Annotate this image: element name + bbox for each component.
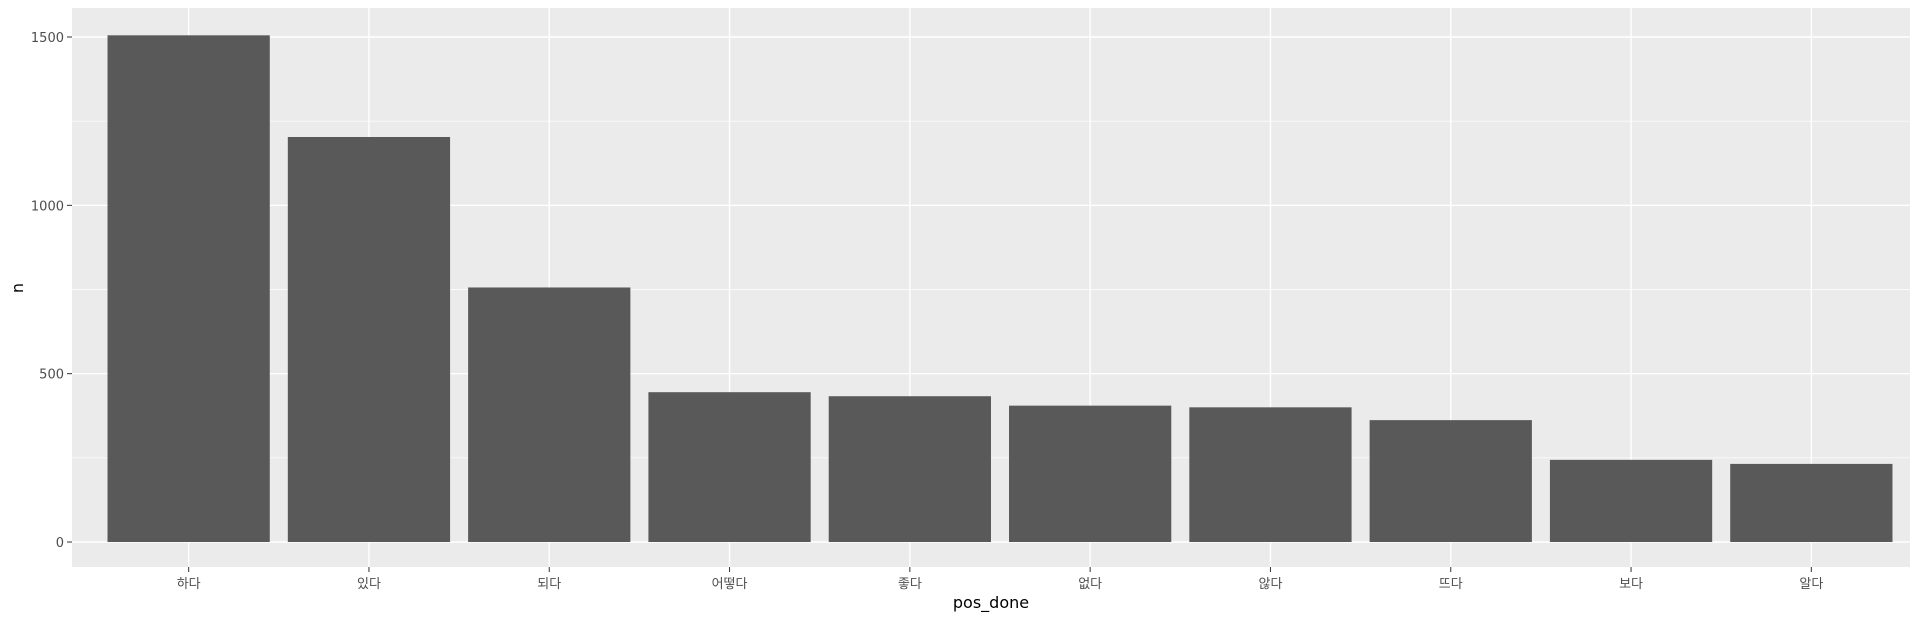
bar-않다 — [1189, 407, 1352, 542]
x-tick-label: 하다 — [177, 577, 201, 592]
x-tick-label: 없다 — [1078, 577, 1102, 592]
bars — [107, 35, 1893, 543]
x-axis-title: pos_done — [953, 593, 1029, 613]
bar-보다 — [1549, 459, 1713, 542]
bar-좋다 — [828, 396, 991, 542]
y-tick-label: 1000 — [31, 199, 64, 214]
y-axis-ticks: 0 500 1000 1500 — [31, 31, 72, 551]
x-axis-ticks: 하다 있다 되다 어떻다 좋다 없다 않다 뜨다 보다 알다 — [177, 567, 1823, 592]
x-tick-label: 있다 — [357, 577, 381, 592]
bar-있다 — [287, 136, 451, 543]
bar-뜨다 — [1369, 420, 1532, 542]
bar-되다 — [468, 287, 631, 542]
x-tick-label: 어떻다 — [712, 577, 748, 592]
x-tick-label: 되다 — [537, 577, 561, 592]
bar-없다 — [1009, 405, 1172, 542]
x-tick-label: 보다 — [1619, 577, 1643, 592]
bar-하다 — [107, 35, 270, 543]
bar-어떻다 — [648, 392, 811, 542]
x-tick-label: 뜨다 — [1439, 577, 1463, 592]
y-tick-label: 500 — [39, 368, 64, 383]
y-tick-label: 0 — [56, 536, 64, 551]
y-axis-title: n — [8, 283, 27, 293]
y-tick-label: 1500 — [31, 31, 64, 46]
x-tick-label: 알다 — [1799, 577, 1823, 592]
x-tick-label: 좋다 — [898, 577, 922, 592]
x-tick-label: 않다 — [1258, 577, 1282, 592]
bar-알다 — [1730, 463, 1893, 542]
